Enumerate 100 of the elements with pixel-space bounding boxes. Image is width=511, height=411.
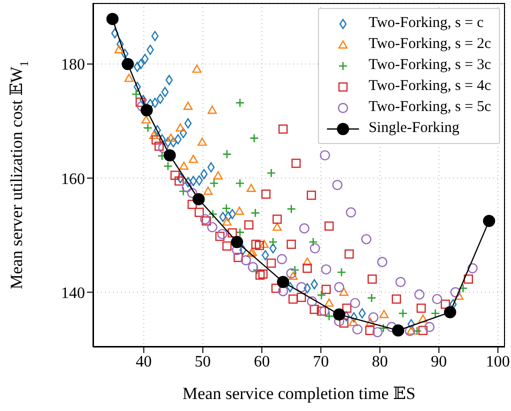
point xyxy=(348,318,358,326)
point xyxy=(342,304,352,313)
point xyxy=(142,115,151,124)
point xyxy=(214,171,223,180)
point xyxy=(324,298,334,307)
point xyxy=(222,241,232,251)
point xyxy=(308,237,318,247)
point xyxy=(269,243,277,254)
point xyxy=(255,270,265,280)
x-tick-label: 100 xyxy=(486,353,510,370)
point xyxy=(266,168,276,178)
point xyxy=(154,125,161,136)
point xyxy=(332,180,342,190)
point xyxy=(183,102,193,110)
x-tick-label: 70 xyxy=(312,353,329,370)
point xyxy=(234,206,244,215)
point xyxy=(306,296,318,306)
point xyxy=(217,228,228,240)
point xyxy=(188,154,198,163)
point xyxy=(136,101,148,112)
point xyxy=(342,311,350,322)
x-tick-label: 50 xyxy=(194,353,211,370)
point xyxy=(414,289,425,300)
point xyxy=(154,142,164,151)
point xyxy=(235,228,245,237)
point xyxy=(176,173,184,184)
point xyxy=(184,177,192,188)
point xyxy=(164,137,172,148)
point xyxy=(286,204,296,214)
point xyxy=(310,243,320,254)
point xyxy=(111,28,118,38)
point xyxy=(310,279,318,290)
point xyxy=(234,252,243,262)
point xyxy=(266,258,276,268)
point xyxy=(192,64,202,73)
point xyxy=(239,244,247,256)
point xyxy=(321,264,332,275)
point xyxy=(418,326,428,336)
point xyxy=(450,287,461,298)
point xyxy=(288,294,298,304)
x-tick-label: 80 xyxy=(372,353,388,370)
point xyxy=(249,134,259,143)
point xyxy=(250,208,260,218)
point xyxy=(261,190,271,199)
point xyxy=(454,292,464,300)
point xyxy=(222,217,232,226)
point xyxy=(178,186,188,196)
y-tick-label: 160 xyxy=(61,170,85,188)
point xyxy=(258,269,268,279)
point xyxy=(271,284,281,293)
point xyxy=(424,322,435,332)
point xyxy=(134,62,141,72)
point xyxy=(346,207,356,218)
point xyxy=(416,304,426,313)
point xyxy=(248,262,258,272)
point xyxy=(161,86,169,98)
point xyxy=(306,190,316,200)
point xyxy=(482,214,496,228)
point xyxy=(352,324,363,334)
point xyxy=(131,90,141,99)
legend-label: Two-Forking, s = 3c xyxy=(368,56,491,75)
point xyxy=(143,123,153,133)
point xyxy=(209,178,219,188)
point xyxy=(296,282,306,292)
point xyxy=(244,220,254,230)
point xyxy=(290,265,300,275)
x-tick-label: 90 xyxy=(430,353,447,370)
point xyxy=(254,240,264,250)
point xyxy=(182,182,192,192)
point xyxy=(392,324,404,337)
point xyxy=(170,137,177,148)
point xyxy=(200,169,208,180)
point xyxy=(336,268,346,277)
point xyxy=(140,104,153,116)
point xyxy=(412,326,422,336)
point xyxy=(204,186,213,195)
point xyxy=(286,268,296,279)
point xyxy=(430,308,440,318)
point xyxy=(276,276,290,288)
point xyxy=(208,106,217,114)
point xyxy=(208,209,218,219)
point xyxy=(151,30,159,42)
point xyxy=(464,274,474,284)
point xyxy=(286,240,296,249)
point xyxy=(124,74,134,82)
point xyxy=(310,304,319,314)
point xyxy=(194,208,204,217)
y-tick-label: 180 xyxy=(61,56,85,74)
point xyxy=(158,134,166,144)
point xyxy=(350,298,360,308)
point xyxy=(276,254,287,264)
point xyxy=(339,318,348,328)
point xyxy=(372,327,383,338)
point xyxy=(235,178,245,188)
point xyxy=(377,256,388,268)
point xyxy=(304,283,311,294)
point xyxy=(164,149,176,162)
point xyxy=(262,250,269,260)
point xyxy=(339,288,348,296)
point xyxy=(302,264,312,273)
